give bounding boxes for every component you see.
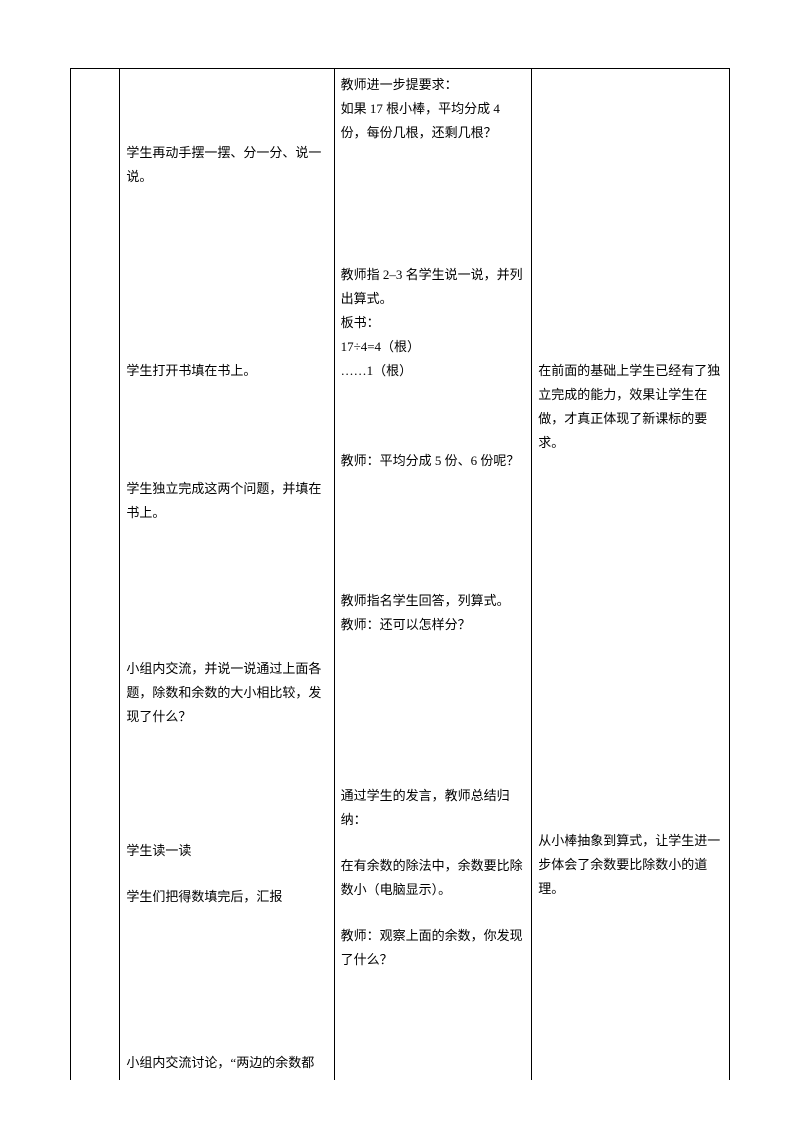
text: 17÷4=4（根） (341, 335, 526, 359)
text: 学生独立完成这两个问题，并填在书上。 (126, 477, 327, 525)
text: ……1（根） (341, 359, 526, 383)
page: 学生再动手摆一摆、分一分、说一说。 学生打开书填在书上。 学生独立完成这两个问题… (0, 0, 800, 1132)
col-3-teacher: 教师进一步提要求： 如果 17 根小棒，平均分成 4 份，每份几根，还剩几根？ … (334, 69, 532, 1080)
table-row: 学生再动手摆一摆、分一分、说一说。 学生打开书填在书上。 学生独立完成这两个问题… (71, 69, 730, 1080)
text: 教师指 2–3 名学生说一说，并列出算式。 (341, 263, 526, 311)
text: 教师指名学生回答，列算式。 (341, 589, 526, 613)
lesson-table: 学生再动手摆一摆、分一分、说一说。 学生打开书填在书上。 学生独立完成这两个问题… (70, 68, 730, 1080)
text: 学生打开书填在书上。 (126, 359, 327, 383)
text: 板书： (341, 311, 526, 335)
text: 小组内交流，并说一说通过上面各题，除数和余数的大小相比较，发现了什么？ (126, 657, 327, 729)
text: 学生再动手摆一摆、分一分、说一说。 (126, 141, 327, 189)
col-2-student: 学生再动手摆一摆、分一分、说一说。 学生打开书填在书上。 学生独立完成这两个问题… (120, 69, 334, 1080)
text: 教师：还可以怎样分？ (341, 613, 526, 637)
text: 小组内交流讨论，“两边的余数都 (126, 1051, 327, 1075)
text: 教师进一步提要求： (341, 73, 526, 97)
text: 从小棒抽象到算式，让学生进一步体会了余数要比除数小的道理。 (538, 829, 723, 901)
col-1 (71, 69, 120, 1080)
text: 学生们把得数填完后，汇报 (126, 885, 327, 909)
text: 在有余数的除法中，余数要比除数小（电脑显示）。 (341, 854, 526, 902)
col-4-notes: 在前面的基础上学生已经有了独立完成的能力，效果让学生在做，才真正体现了新课标的要… (532, 69, 730, 1080)
text: 教师：平均分成 5 份、6 份呢？ (341, 449, 526, 473)
text: 如果 17 根小棒，平均分成 4 份，每份几根，还剩几根？ (341, 97, 526, 145)
text: 教师：观察上面的余数，你发现了什么？ (341, 924, 526, 972)
text: 在前面的基础上学生已经有了独立完成的能力，效果让学生在做，才真正体现了新课标的要… (538, 359, 723, 455)
text: 学生读一读 (126, 839, 327, 863)
text: 通过学生的发言，教师总结归纳： (341, 784, 526, 832)
